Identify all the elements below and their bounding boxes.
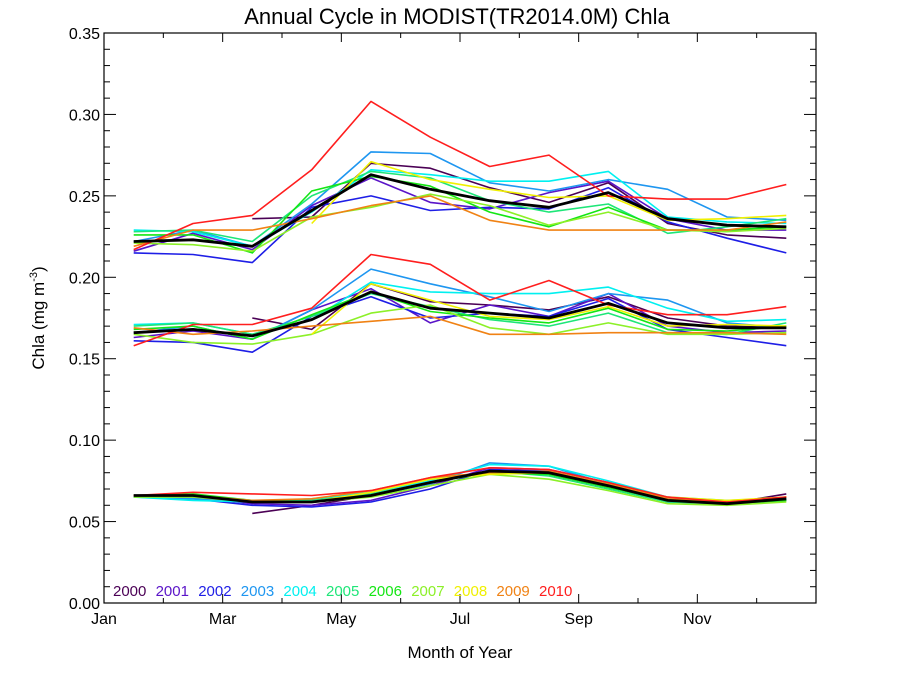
series-lines [133,100,787,515]
legend-item-2005: 2005 [326,583,359,600]
x-tick-label: Jan [91,611,117,628]
axis-ticks [103,32,817,604]
legend-item-2010: 2010 [539,583,572,600]
legend-item-2001: 2001 [156,583,189,600]
series-line-2005-upper [133,170,787,243]
x-tick-label: Sep [564,611,593,628]
series-line-2010-middle [133,253,787,347]
series-line-2010-lower [133,467,787,503]
legend-item-2009: 2009 [496,583,529,600]
y-axis-label: Chla (mg m-3) [28,266,48,369]
plot-area [103,32,817,604]
y-tick-label: 0.10 [69,433,100,450]
series-line-2009-upper [133,195,787,248]
y-tick-labels: 0.00 0.05 0.10 0.15 0.20 0.25 0.30 0.35 [69,26,100,613]
series-line-2008-upper [311,160,787,225]
series-line-2010-upper [133,100,787,251]
series-line-2007-middle [133,304,787,345]
y-axis-label-sup: -3 [28,272,40,282]
y-tick-label: 0.35 [69,26,100,43]
y-tick-label: 0.00 [69,596,100,613]
x-tick-label: Jul [450,611,470,628]
legend-item-2007: 2007 [411,583,444,600]
x-axis-label: Month of Year [408,643,513,662]
series-line-2009-middle [133,315,787,336]
y-tick-label: 0.05 [69,515,100,532]
legend-item-2003: 2003 [241,583,274,600]
legend-item-2002: 2002 [198,583,231,600]
y-axis-label-main: Chla (mg m [29,282,48,370]
mean-line-middle [133,290,787,338]
x-tick-label: Mar [209,611,237,628]
y-tick-label: 0.30 [69,107,100,124]
x-tick-label: May [326,611,356,628]
y-tick-label: 0.25 [69,189,100,206]
mean-line-upper [133,173,787,248]
legend-item-2000: 2000 [113,583,146,600]
mean-line-lower [133,469,787,506]
y-axis-label-end: ) [29,266,48,272]
x-tick-labels: Jan Mar May Jul Sep Nov [91,611,711,628]
legend-item-2004: 2004 [283,583,316,600]
legend: 2000 2001 2002 2003 2004 2005 2006 2007 2008 2009… [113,583,572,600]
legend-item-2008: 2008 [454,583,487,600]
y-tick-label: 0.15 [69,352,100,369]
x-tick-label: Nov [683,611,711,628]
chart-title: Annual Cycle in MODIST(TR2014.0M) Chla [244,4,670,29]
legend-item-2006: 2006 [369,583,402,600]
y-tick-label: 0.20 [69,270,100,287]
series-line-2006-middle [133,291,787,340]
